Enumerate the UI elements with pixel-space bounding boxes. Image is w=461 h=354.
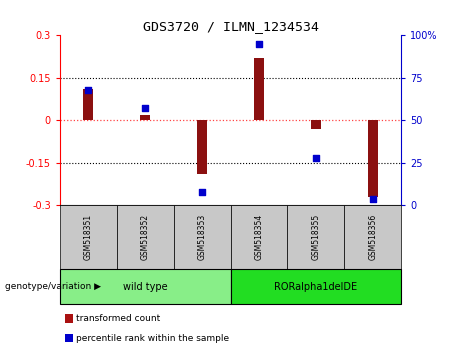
Text: GSM518355: GSM518355 bbox=[311, 214, 320, 260]
Point bbox=[142, 105, 149, 111]
Text: GSM518352: GSM518352 bbox=[141, 214, 150, 260]
Text: wild type: wild type bbox=[123, 282, 167, 292]
Bar bbox=[254, 58, 264, 120]
Text: GSM518351: GSM518351 bbox=[84, 214, 93, 260]
Text: GSM518356: GSM518356 bbox=[368, 214, 377, 260]
Text: RORalpha1delDE: RORalpha1delDE bbox=[274, 282, 357, 292]
Title: GDS3720 / ILMN_1234534: GDS3720 / ILMN_1234534 bbox=[142, 20, 319, 33]
Point bbox=[312, 155, 319, 161]
Point bbox=[85, 87, 92, 93]
Bar bbox=[311, 120, 321, 129]
Text: GSM518354: GSM518354 bbox=[254, 214, 263, 260]
Text: GSM518353: GSM518353 bbox=[198, 214, 207, 260]
Point bbox=[198, 189, 206, 195]
Point bbox=[255, 41, 263, 47]
Text: genotype/variation ▶: genotype/variation ▶ bbox=[5, 282, 100, 291]
Bar bbox=[83, 89, 94, 120]
Text: percentile rank within the sample: percentile rank within the sample bbox=[76, 333, 229, 343]
Bar bbox=[367, 120, 378, 197]
Point bbox=[369, 196, 376, 201]
Bar bbox=[140, 115, 150, 120]
Bar bbox=[197, 120, 207, 174]
Text: transformed count: transformed count bbox=[76, 314, 160, 323]
